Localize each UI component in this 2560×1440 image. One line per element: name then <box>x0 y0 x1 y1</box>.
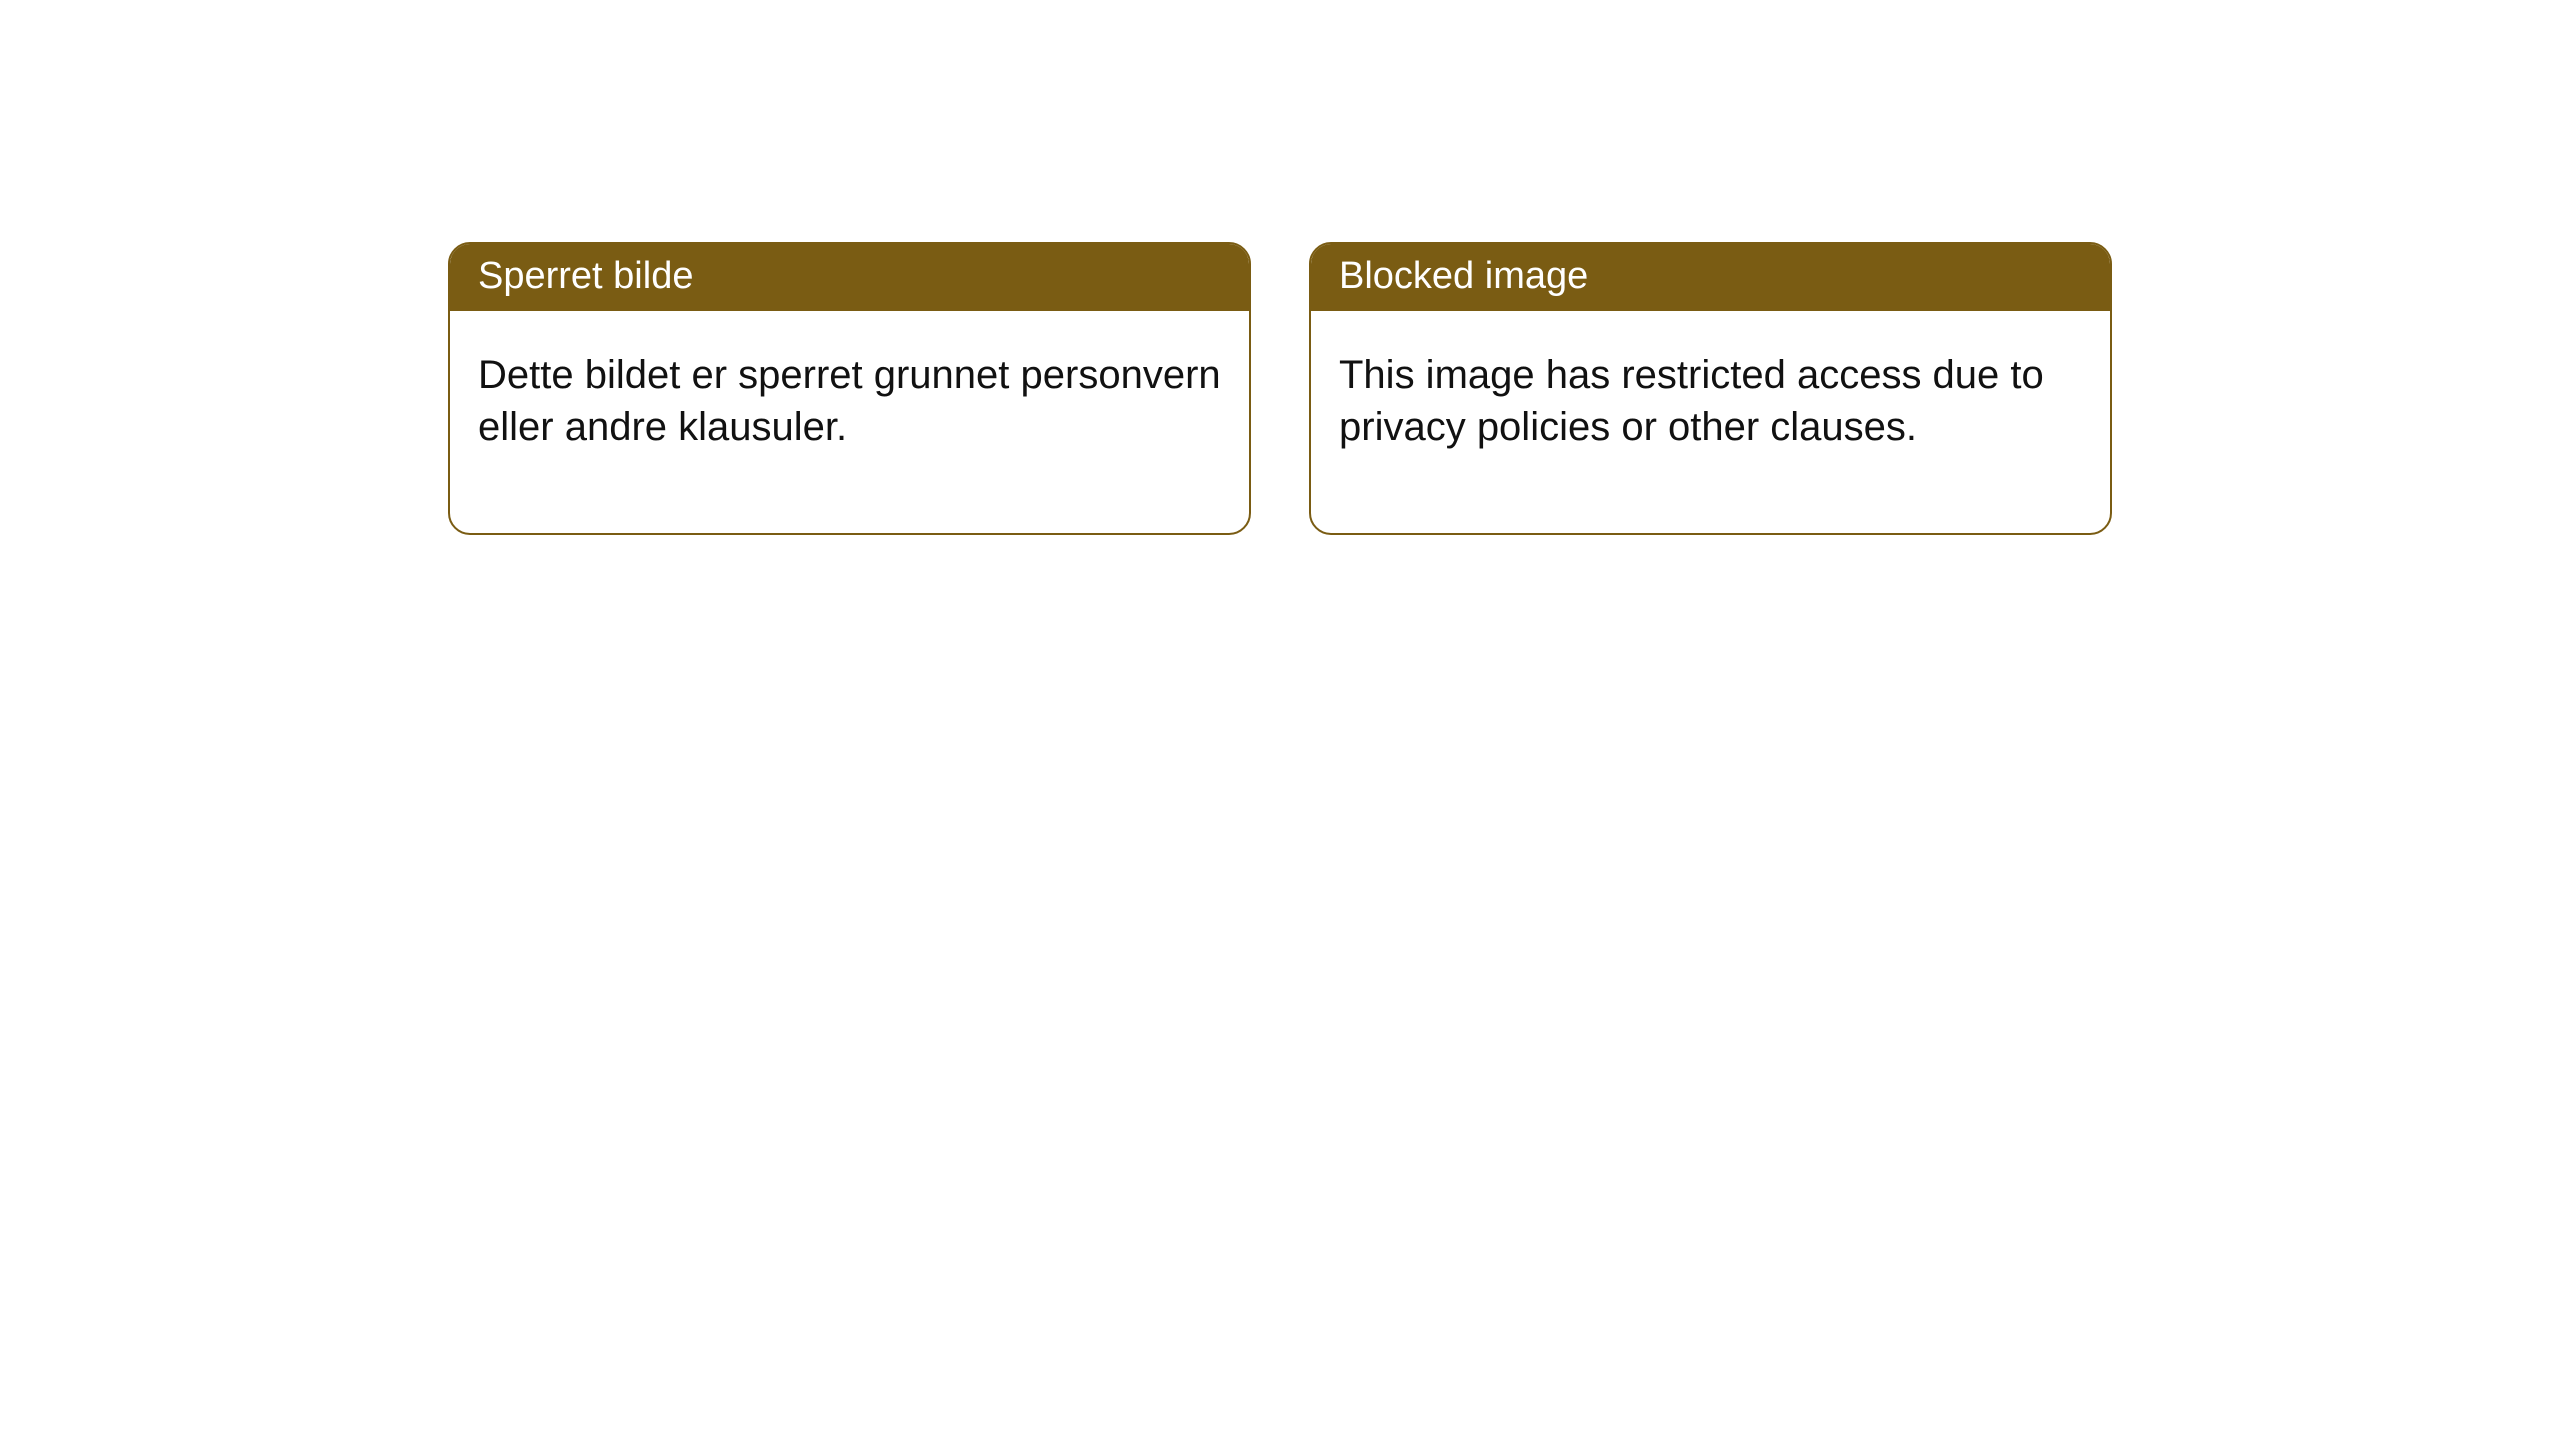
notice-title-en: Blocked image <box>1311 244 2110 311</box>
notice-container: Sperret bilde Dette bildet er sperret gr… <box>0 0 2560 535</box>
notice-title-no: Sperret bilde <box>450 244 1249 311</box>
notice-body-no: Dette bildet er sperret grunnet personve… <box>450 311 1249 533</box>
notice-body-en: This image has restricted access due to … <box>1311 311 2110 533</box>
notice-card-en: Blocked image This image has restricted … <box>1309 242 2112 535</box>
notice-card-no: Sperret bilde Dette bildet er sperret gr… <box>448 242 1251 535</box>
